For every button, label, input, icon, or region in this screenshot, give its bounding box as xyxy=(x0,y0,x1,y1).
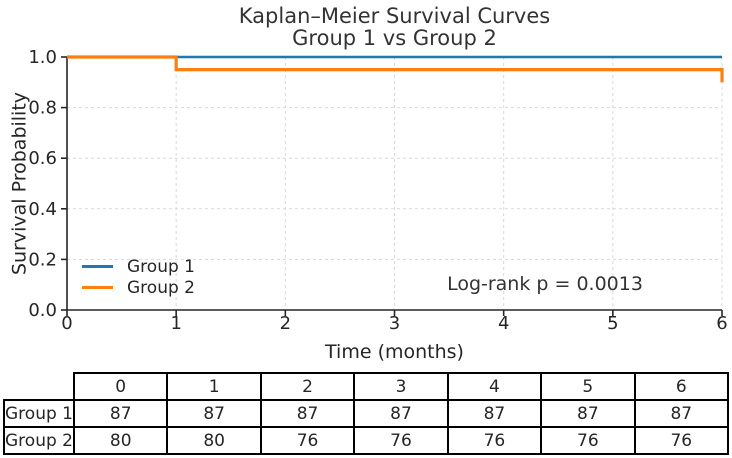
risk-table-row-group-1: Group 1 87 87 87 87 87 87 87 xyxy=(3,399,730,428)
chart-title-line2: Group 1 vs Group 2 xyxy=(292,26,497,50)
risk-table-cell: 87 xyxy=(72,399,169,428)
risk-table-cell: 80 xyxy=(72,426,169,455)
x-tick-label: 5 xyxy=(607,313,618,334)
x-tick-label: 3 xyxy=(389,313,400,334)
x-tick-label: 4 xyxy=(498,313,509,334)
chart-title-line1: Kaplan–Meier Survival Curves xyxy=(238,4,551,28)
y-tick-label: 0.0 xyxy=(28,300,57,321)
risk-table-cell: 87 xyxy=(259,399,356,428)
risk-table-cell: 76 xyxy=(353,426,449,455)
chart-title: Kaplan–Meier Survival Curves Group 1 vs … xyxy=(67,5,722,49)
km-plot: 0 1 2 3 4 5 6 0.0 0.2 0.4 0.6 0.8 1.0 xyxy=(28,47,727,334)
risk-table-row-label: Group 1 xyxy=(3,399,75,428)
risk-table-cell: 87 xyxy=(633,399,730,428)
risk-table-column-header: 2 xyxy=(259,372,356,401)
risk-table-row-label: Group 2 xyxy=(3,426,75,455)
legend-entry-group-2: Group 2 xyxy=(82,277,195,298)
y-tick-label: 1.0 xyxy=(28,47,57,68)
risk-table-column-header: 6 xyxy=(633,372,730,401)
risk-table-column-header: 3 xyxy=(353,372,449,401)
y-tick-label: 0.6 xyxy=(28,148,57,169)
risk-table-cell: 87 xyxy=(446,399,543,428)
y-tick-label: 0.2 xyxy=(28,249,57,270)
risk-table-cell: 76 xyxy=(259,426,356,455)
risk-table-cell: 76 xyxy=(540,426,636,455)
x-tick-label: 1 xyxy=(170,313,181,334)
legend-label: Group 1 xyxy=(127,256,195,277)
y-tick-label: 0.8 xyxy=(28,98,57,119)
risk-table-cell: 76 xyxy=(633,426,730,455)
risk-table-cell: 80 xyxy=(166,426,262,455)
x-axis-label: Time (months) xyxy=(325,341,464,363)
y-tick-label: 0.4 xyxy=(28,199,57,220)
y-axis-label: Survival Probability xyxy=(8,91,31,276)
x-tick-label: 2 xyxy=(280,313,291,334)
risk-table-column-header: 4 xyxy=(446,372,543,401)
survival-curve-group-2 xyxy=(67,55,724,83)
risk-table-column-header: 1 xyxy=(166,372,262,401)
risk-table-cell: 87 xyxy=(540,399,636,428)
risk-table-column-header: 5 xyxy=(540,372,636,401)
risk-table-column-header: 0 xyxy=(72,372,169,401)
x-tick-label: 6 xyxy=(716,313,727,334)
risk-table-cell: 76 xyxy=(446,426,543,455)
x-tick-label: 0 xyxy=(61,313,72,334)
legend: Group 1 Group 2 xyxy=(82,256,195,298)
risk-table-row-group-2: Group 2 80 80 76 76 76 76 76 xyxy=(3,426,730,455)
legend-entry-group-1: Group 1 xyxy=(82,256,195,277)
risk-table-cell: 87 xyxy=(166,399,262,428)
legend-swatch-group-2 xyxy=(82,286,113,289)
legend-label: Group 2 xyxy=(127,277,195,298)
risk-table-cell: 87 xyxy=(353,399,449,428)
logrank-annotation: Log-rank p = 0.0013 xyxy=(447,273,643,295)
legend-swatch-group-1 xyxy=(82,265,113,268)
risk-table-corner-cell xyxy=(4,373,74,400)
risk-table-body: Group 1 87 87 87 87 87 87 87 Group 2 80 80 76 76 76 76… xyxy=(3,399,730,455)
